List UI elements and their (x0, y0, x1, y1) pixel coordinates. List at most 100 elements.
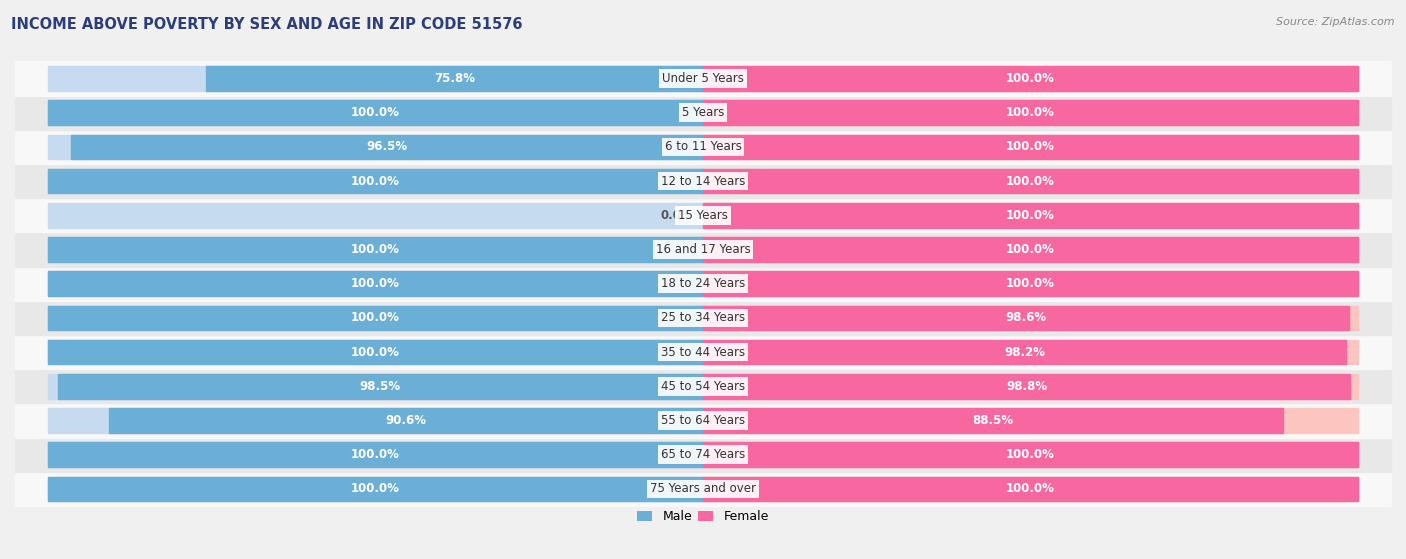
Bar (703, 101, 1358, 125)
Bar (48, 340, 703, 364)
Text: 65 to 74 Years: 65 to 74 Years (661, 448, 745, 461)
Bar (703, 271, 1358, 296)
Text: 15 Years: 15 Years (678, 209, 728, 222)
Bar (703, 306, 1350, 330)
Bar (58, 374, 703, 399)
Bar (48, 271, 703, 296)
Bar (15, 130, 1391, 164)
Text: 100.0%: 100.0% (352, 448, 399, 461)
Bar (15, 301, 1391, 335)
Bar (48, 408, 703, 433)
Bar (48, 169, 703, 193)
Bar (703, 306, 1358, 330)
Text: 100.0%: 100.0% (1007, 174, 1054, 188)
Text: 18 to 24 Years: 18 to 24 Years (661, 277, 745, 290)
Bar (703, 66, 1358, 91)
Bar (703, 340, 1347, 364)
Bar (15, 335, 1391, 369)
Bar (48, 237, 703, 262)
Bar (15, 438, 1391, 472)
Bar (703, 203, 1358, 228)
Text: 45 to 54 Years: 45 to 54 Years (661, 380, 745, 393)
Text: 55 to 64 Years: 55 to 64 Years (661, 414, 745, 427)
Text: 100.0%: 100.0% (352, 174, 399, 188)
Bar (15, 267, 1391, 301)
Bar (703, 271, 1358, 296)
Bar (703, 169, 1358, 193)
Bar (703, 476, 1358, 501)
Text: 100.0%: 100.0% (1007, 277, 1054, 290)
Bar (15, 369, 1391, 404)
Bar (48, 476, 703, 501)
Text: 75.8%: 75.8% (434, 72, 475, 85)
Text: 100.0%: 100.0% (352, 311, 399, 324)
Bar (703, 237, 1358, 262)
Text: 5 Years: 5 Years (682, 106, 724, 119)
Text: 6 to 11 Years: 6 to 11 Years (665, 140, 741, 153)
Bar (703, 135, 1358, 159)
Text: 96.5%: 96.5% (367, 140, 408, 153)
Bar (15, 164, 1391, 198)
Text: 100.0%: 100.0% (1007, 448, 1054, 461)
Text: 35 to 44 Years: 35 to 44 Years (661, 345, 745, 358)
Bar (703, 135, 1358, 159)
Bar (15, 472, 1391, 506)
Bar (703, 408, 1282, 433)
Bar (703, 442, 1358, 467)
Bar (703, 374, 1350, 399)
Bar (48, 442, 703, 467)
Text: 0.0%: 0.0% (661, 209, 693, 222)
Text: 100.0%: 100.0% (1007, 243, 1054, 256)
Text: 98.2%: 98.2% (1004, 345, 1045, 358)
Bar (48, 169, 703, 193)
Text: INCOME ABOVE POVERTY BY SEX AND AGE IN ZIP CODE 51576: INCOME ABOVE POVERTY BY SEX AND AGE IN Z… (11, 17, 523, 32)
Text: 100.0%: 100.0% (352, 106, 399, 119)
Bar (110, 408, 703, 433)
Text: 90.6%: 90.6% (385, 414, 426, 427)
Text: 100.0%: 100.0% (1007, 209, 1054, 222)
Bar (48, 340, 703, 364)
Text: Under 5 Years: Under 5 Years (662, 72, 744, 85)
Bar (703, 408, 1358, 433)
Text: 16 and 17 Years: 16 and 17 Years (655, 243, 751, 256)
Bar (703, 237, 1358, 262)
Text: 100.0%: 100.0% (352, 243, 399, 256)
Text: 88.5%: 88.5% (973, 414, 1014, 427)
Text: 100.0%: 100.0% (1007, 140, 1054, 153)
Bar (703, 476, 1358, 501)
Bar (48, 374, 703, 399)
Bar (703, 340, 1358, 364)
Bar (48, 135, 703, 159)
Bar (703, 66, 1358, 91)
Text: 98.6%: 98.6% (1005, 311, 1046, 324)
Bar (48, 101, 703, 125)
Bar (15, 198, 1391, 233)
Text: 25 to 34 Years: 25 to 34 Years (661, 311, 745, 324)
Bar (70, 135, 703, 159)
Bar (703, 203, 1358, 228)
Bar (703, 374, 1358, 399)
Bar (48, 442, 703, 467)
Text: 12 to 14 Years: 12 to 14 Years (661, 174, 745, 188)
Text: 100.0%: 100.0% (352, 482, 399, 495)
Text: 100.0%: 100.0% (1007, 482, 1054, 495)
Text: 100.0%: 100.0% (1007, 72, 1054, 85)
Text: 98.8%: 98.8% (1007, 380, 1047, 393)
Bar (703, 442, 1358, 467)
Bar (207, 66, 703, 91)
Text: 100.0%: 100.0% (352, 345, 399, 358)
Bar (15, 233, 1391, 267)
Text: 98.5%: 98.5% (360, 380, 401, 393)
Bar (48, 66, 703, 91)
Text: 100.0%: 100.0% (1007, 106, 1054, 119)
Bar (15, 96, 1391, 130)
Bar (48, 101, 703, 125)
Bar (48, 271, 703, 296)
Bar (48, 203, 703, 228)
Bar (15, 61, 1391, 96)
Bar (48, 237, 703, 262)
Bar (48, 306, 703, 330)
Legend: Male, Female: Male, Female (633, 505, 773, 528)
Bar (703, 101, 1358, 125)
Bar (15, 404, 1391, 438)
